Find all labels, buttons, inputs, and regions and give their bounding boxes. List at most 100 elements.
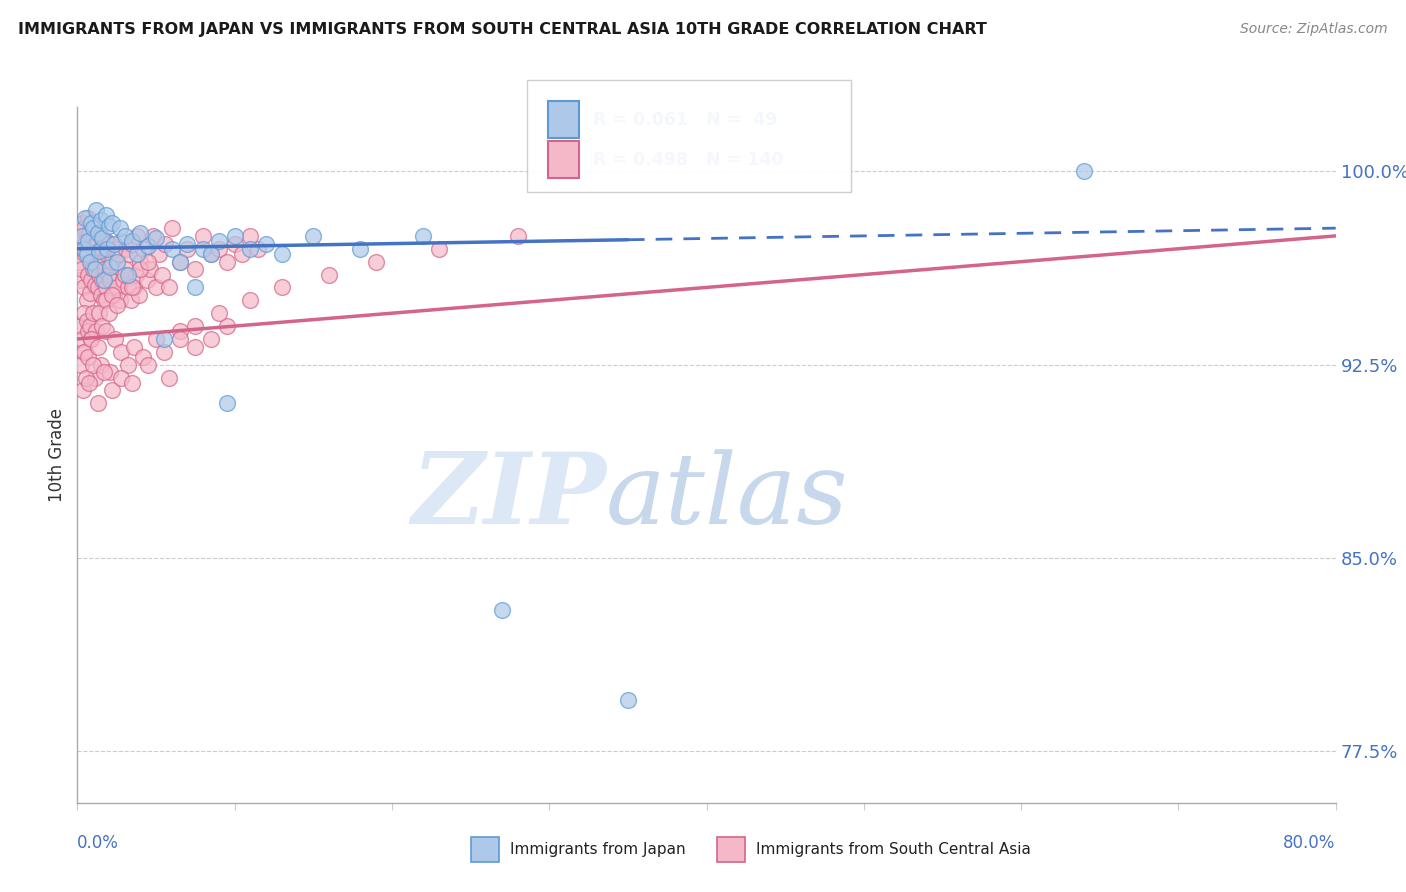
Point: [366, 254, 388, 268]
Point: [108, 293, 131, 308]
Point: [145, 280, 167, 294]
Point: [136, 254, 159, 268]
Point: [75, 344, 97, 359]
Point: [94, 324, 117, 338]
Point: [129, 227, 152, 241]
Point: [129, 262, 152, 277]
Point: [84, 324, 107, 338]
Point: [160, 242, 183, 256]
Point: [76, 211, 98, 225]
Point: [96, 247, 118, 261]
Point: [215, 396, 238, 410]
Point: [72, 216, 94, 230]
Point: [77, 268, 100, 282]
Point: [247, 242, 270, 256]
Point: [97, 268, 120, 282]
Point: [160, 221, 183, 235]
Point: [91, 231, 114, 245]
Point: [96, 280, 118, 294]
Point: [70, 332, 93, 346]
Point: [132, 242, 155, 256]
Point: [84, 257, 107, 271]
Point: [98, 260, 121, 274]
Point: [84, 203, 107, 218]
Point: [114, 268, 136, 282]
Point: [98, 273, 121, 287]
Point: [89, 268, 111, 282]
Point: [101, 254, 124, 268]
Point: [142, 228, 165, 243]
Point: [215, 254, 238, 268]
Point: [72, 306, 94, 320]
Point: [110, 234, 132, 248]
Point: [491, 602, 513, 616]
Point: [67, 254, 90, 268]
Point: [120, 293, 142, 308]
Point: [127, 228, 149, 243]
Point: [224, 236, 246, 251]
Point: [79, 254, 101, 268]
Point: [69, 319, 91, 334]
Point: [239, 228, 262, 243]
Point: [72, 384, 94, 398]
Point: [87, 247, 110, 261]
Point: [93, 273, 115, 287]
Point: [101, 288, 124, 302]
Point: [97, 219, 120, 233]
Point: [122, 280, 145, 294]
Point: [254, 236, 277, 251]
Point: [83, 370, 105, 384]
Point: [110, 344, 132, 359]
Point: [114, 262, 136, 277]
Point: [73, 344, 96, 359]
Point: [184, 280, 207, 294]
Point: [70, 228, 93, 243]
Point: [69, 236, 91, 251]
Point: [208, 234, 231, 248]
Point: [184, 262, 207, 277]
Point: [136, 358, 159, 372]
Point: [506, 228, 529, 243]
Point: [77, 227, 100, 241]
Text: R = 0.498   N = 140: R = 0.498 N = 140: [593, 151, 783, 169]
Point: [94, 234, 117, 248]
Point: [82, 254, 104, 268]
Point: [148, 247, 170, 261]
Point: [153, 332, 176, 346]
Point: [169, 332, 191, 346]
Point: [135, 273, 157, 287]
Point: [191, 228, 215, 243]
Point: [136, 239, 159, 253]
Point: [129, 254, 152, 268]
Text: R = 0.061   N =  49: R = 0.061 N = 49: [593, 111, 778, 128]
Point: [80, 332, 103, 346]
Point: [70, 358, 93, 372]
Point: [82, 358, 104, 372]
Point: [77, 376, 100, 390]
Point: [121, 280, 143, 294]
Point: [80, 273, 103, 287]
Text: IMMIGRANTS FROM JAPAN VS IMMIGRANTS FROM SOUTH CENTRAL ASIA 10TH GRADE CORRELATI: IMMIGRANTS FROM JAPAN VS IMMIGRANTS FROM…: [18, 22, 987, 37]
Point: [75, 370, 97, 384]
Point: [153, 344, 176, 359]
Point: [90, 358, 112, 372]
Point: [79, 285, 101, 300]
Point: [270, 280, 292, 294]
Point: [94, 293, 117, 308]
Point: [82, 262, 104, 277]
Point: [76, 350, 98, 364]
Point: [176, 242, 198, 256]
Point: [76, 293, 98, 308]
Text: Immigrants from Japan: Immigrants from Japan: [510, 842, 686, 856]
Point: [82, 221, 104, 235]
Point: [122, 340, 145, 354]
Point: [76, 314, 98, 328]
Point: [208, 306, 231, 320]
Point: [107, 247, 129, 261]
Point: [94, 208, 117, 222]
Point: [72, 280, 94, 294]
Point: [77, 324, 100, 338]
Point: [103, 236, 125, 251]
Point: [69, 273, 91, 287]
Point: [87, 280, 110, 294]
